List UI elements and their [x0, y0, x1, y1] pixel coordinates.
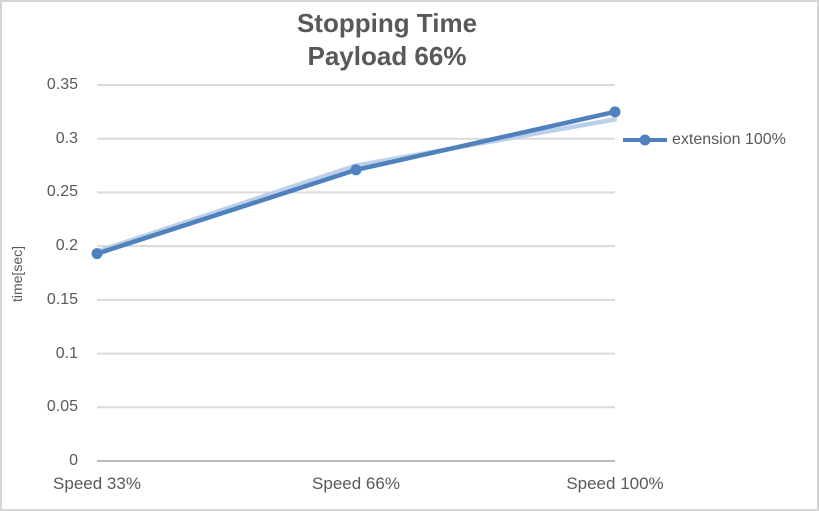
x-axis-category-label: Speed 100%: [566, 474, 664, 493]
x-axis-category-label: Speed 66%: [312, 474, 400, 493]
y-axis-tick-label: 0.1: [55, 344, 78, 362]
data-point-marker: [609, 106, 621, 118]
y-axis-title: time[sec]: [9, 246, 25, 303]
y-axis-tick-label: 0.3: [55, 129, 78, 147]
legend-line-marker-icon: [623, 134, 667, 146]
data-point-marker: [91, 248, 103, 260]
data-point-marker: [350, 164, 362, 176]
chart-title-line-1: Stopping Time: [296, 8, 478, 38]
y-axis-tick-label: 0.05: [46, 398, 78, 416]
legend: extension 100%: [622, 129, 786, 151]
y-axis-tick-label: 0.25: [46, 183, 78, 201]
chart-title-line-2: Payload 66%: [307, 41, 467, 71]
x-axis-category-label: Speed 33%: [53, 474, 141, 493]
y-axis-tick-label: 0: [69, 452, 78, 469]
legend-entry-label: extension 100%: [672, 131, 786, 148]
y-axis-tick-label: 0.2: [55, 237, 78, 255]
y-axis-tick-label: 0.15: [46, 290, 78, 308]
chart-title: Stopping Time Payload 66%: [2, 7, 772, 73]
y-axis-tick-label: 0.35: [46, 76, 78, 93]
